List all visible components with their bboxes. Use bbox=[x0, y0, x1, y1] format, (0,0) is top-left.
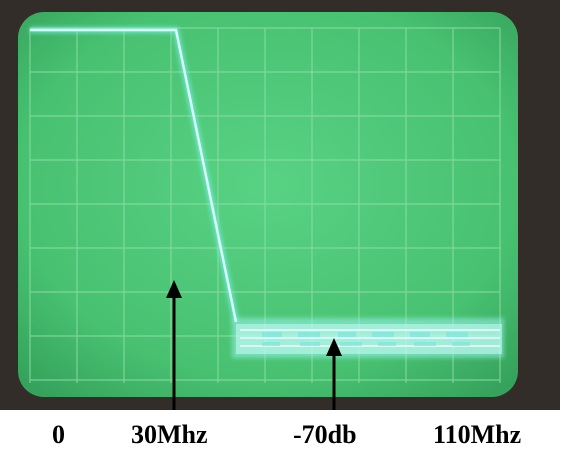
label-origin: 0 bbox=[52, 420, 65, 449]
label-cutoff-frequency: 30Mhz bbox=[131, 420, 208, 449]
frequency-response-trace bbox=[30, 28, 238, 323]
label-max-frequency: 110Mhz bbox=[433, 420, 522, 449]
arrow-cutoff bbox=[166, 280, 182, 410]
label-attenuation: -70db bbox=[293, 420, 357, 449]
oscilloscope-photo bbox=[0, 0, 560, 410]
arrow-attenuation bbox=[326, 338, 342, 410]
